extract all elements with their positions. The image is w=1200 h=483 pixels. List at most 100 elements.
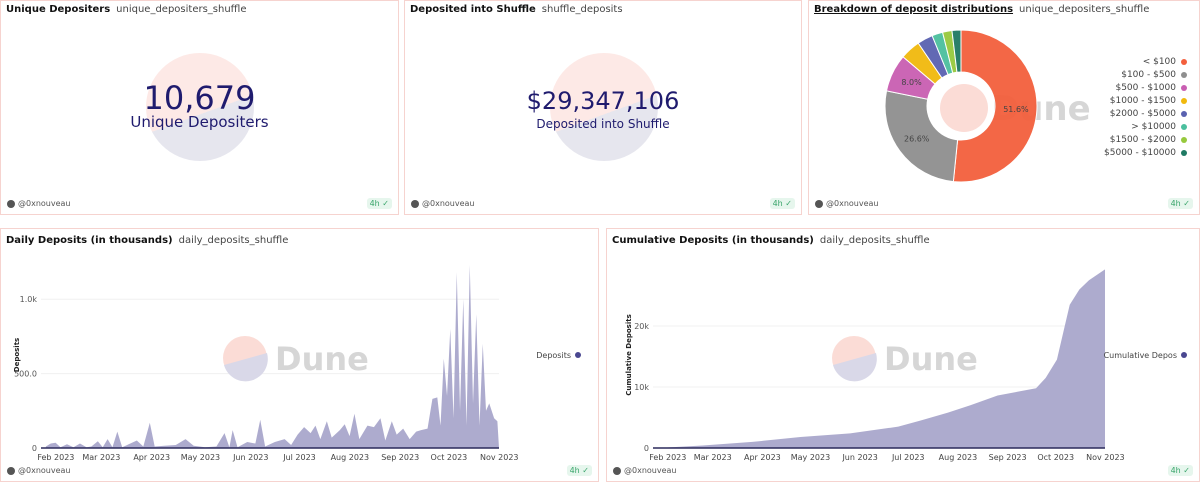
- author-name: @0xnouveau: [18, 199, 71, 208]
- x-tick-label: Apr 2023: [744, 453, 781, 462]
- dune-logo-watermark: [550, 53, 658, 161]
- legend-label: < $100: [1142, 57, 1176, 67]
- y-tick-label: 0: [32, 444, 37, 453]
- panel-header: Daily Deposits (in thousands) daily_depos…: [6, 235, 288, 246]
- legend-item[interactable]: $2000 - $5000: [1104, 108, 1187, 121]
- legend-label: > $10000: [1131, 122, 1176, 132]
- query-name[interactable]: daily_deposits_shuffle: [819, 235, 930, 246]
- panel-header: Breakdown of deposit distributions unique…: [814, 4, 1149, 15]
- check-circle-icon: ✓: [1183, 466, 1190, 475]
- check-circle-icon: ✓: [785, 199, 792, 208]
- panel-title[interactable]: Daily Deposits (in thousands): [6, 235, 173, 246]
- legend-item[interactable]: > $10000: [1104, 121, 1187, 134]
- author-name: @0xnouveau: [624, 466, 677, 475]
- panel-header: Unique Depositers unique_depositers_shuff…: [6, 4, 247, 15]
- avatar: [7, 466, 15, 475]
- x-tick-label: Jun 2023: [232, 453, 268, 462]
- x-tick-label: Oct 2023: [431, 453, 468, 462]
- x-tick-label: Feb 2023: [37, 453, 74, 462]
- author[interactable]: @0xnouveau: [815, 199, 879, 208]
- refresh-badge[interactable]: 4h ✓: [366, 198, 392, 209]
- x-tick-label: Nov 2023: [1086, 453, 1125, 462]
- author-name: @0xnouveau: [826, 199, 879, 208]
- y-tick-label: 1.0k: [20, 295, 38, 304]
- author[interactable]: @0xnouveau: [7, 466, 71, 475]
- panel-title[interactable]: Deposited into Shuffle: [410, 4, 536, 15]
- author[interactable]: @0xnouveau: [411, 199, 475, 208]
- panel-header: Deposited into Shuffle shuffle_deposits: [410, 4, 623, 15]
- legend-item[interactable]: $5000 - $10000: [1104, 147, 1187, 160]
- pie-legend: < $100 $100 - $500 $500 - $1000 $1000 - $15…: [1104, 56, 1187, 160]
- slice-label: 8.0%: [901, 78, 922, 87]
- x-tick-label: Mar 2023: [82, 453, 120, 462]
- legend-item[interactable]: $100 - $500: [1104, 69, 1187, 82]
- x-tick-label: May 2023: [181, 453, 220, 462]
- refresh-badge[interactable]: 4h ✓: [769, 198, 795, 209]
- legend-label: $5000 - $10000: [1104, 148, 1176, 158]
- legend-label: $1000 - $1500: [1109, 96, 1176, 106]
- x-tick-label: Feb 2023: [649, 453, 686, 462]
- panel-header: Cumulative Deposits (in thousands) daily_…: [612, 235, 930, 246]
- dune-watermark-text: Dune: [884, 340, 978, 378]
- y-axis-label: Cumulative Deposits: [625, 314, 633, 395]
- legend-label: $1500 - $2000: [1109, 135, 1176, 145]
- author-name: @0xnouveau: [18, 466, 71, 475]
- x-tick-label: May 2023: [791, 453, 830, 462]
- pie-slice: [951, 29, 962, 73]
- y-tick-label: 20k: [634, 322, 649, 331]
- legend-dot-icon: [1181, 149, 1187, 156]
- author[interactable]: @0xnouveau: [613, 466, 677, 475]
- x-tick-label: Jul 2023: [282, 453, 316, 462]
- legend-dot-icon: [1181, 110, 1187, 117]
- dune-logo-icon: [224, 353, 268, 382]
- x-tick-label: Sep 2023: [381, 453, 419, 462]
- dune-logo-watermark: [146, 53, 254, 161]
- y-tick-label: 500.0: [14, 370, 37, 379]
- unique-depositers-panel: Unique Depositers unique_depositers_shuff…: [0, 0, 399, 215]
- legend-item[interactable]: $1500 - $2000: [1104, 134, 1187, 147]
- y-tick-label: 10k: [634, 383, 649, 392]
- age: 4h: [1170, 199, 1181, 208]
- panel-title[interactable]: Cumulative Deposits (in thousands): [612, 235, 814, 246]
- dune-logo-icon: [833, 353, 877, 382]
- x-tick-label: Nov 2023: [480, 453, 519, 462]
- daily-deposits-chart: 0 500.0 1.0k Feb 2023 Mar 2023 Apr 2023 May 20…: [13, 264, 581, 462]
- query-name[interactable]: shuffle_deposits: [541, 4, 623, 15]
- legend-item[interactable]: $500 - $1000: [1104, 82, 1187, 95]
- cumulative-deposits-panel: Cumulative Deposits (in thousands) daily_…: [606, 228, 1200, 482]
- x-tick-label: Jun 2023: [841, 453, 877, 462]
- author-name: @0xnouveau: [422, 199, 475, 208]
- x-tick-label: Jul 2023: [891, 453, 925, 462]
- age: 4h: [369, 199, 380, 208]
- avatar: [411, 199, 419, 208]
- query-name[interactable]: unique_depositers_shuffle: [1019, 4, 1150, 15]
- pie-slice: [952, 29, 1038, 183]
- check-circle-icon: ✓: [1183, 199, 1190, 208]
- refresh-badge[interactable]: 4h ✓: [1167, 198, 1193, 209]
- query-name[interactable]: unique_depositers_shuffle: [116, 4, 247, 15]
- avatar: [7, 199, 15, 208]
- slice-label: 51.6%: [1003, 105, 1029, 114]
- check-circle-icon: ✓: [382, 199, 389, 208]
- refresh-badge[interactable]: 4h ✓: [1167, 465, 1193, 476]
- breakdown-panel: Breakdown of deposit distributions unique…: [808, 0, 1200, 215]
- panel-title[interactable]: Unique Depositers: [6, 4, 111, 15]
- daily-deposits-panel: Daily Deposits (in thousands) daily_depos…: [0, 228, 599, 482]
- legend-dot-icon: [1181, 71, 1187, 78]
- dune-logo-icon: [940, 84, 988, 132]
- x-tick-label: Aug 2023: [939, 453, 978, 462]
- deposited-panel: Deposited into Shuffle shuffle_deposits $…: [404, 0, 802, 215]
- query-name[interactable]: daily_deposits_shuffle: [178, 235, 289, 246]
- x-tick-label: Apr 2023: [133, 453, 170, 462]
- x-tick-label: Oct 2023: [1037, 453, 1074, 462]
- author[interactable]: @0xnouveau: [7, 199, 71, 208]
- x-tick-label: Mar 2023: [694, 453, 732, 462]
- refresh-badge[interactable]: 4h ✓: [566, 465, 592, 476]
- counter-label: Deposited into Shuffle: [536, 117, 670, 131]
- legend-item[interactable]: $1000 - $1500: [1104, 95, 1187, 108]
- panel-title[interactable]: Breakdown of deposit distributions: [814, 4, 1014, 15]
- legend-dot-icon: [575, 352, 581, 358]
- legend-label: Cumulative Depos: [1104, 351, 1177, 360]
- legend-item[interactable]: < $100: [1104, 56, 1187, 69]
